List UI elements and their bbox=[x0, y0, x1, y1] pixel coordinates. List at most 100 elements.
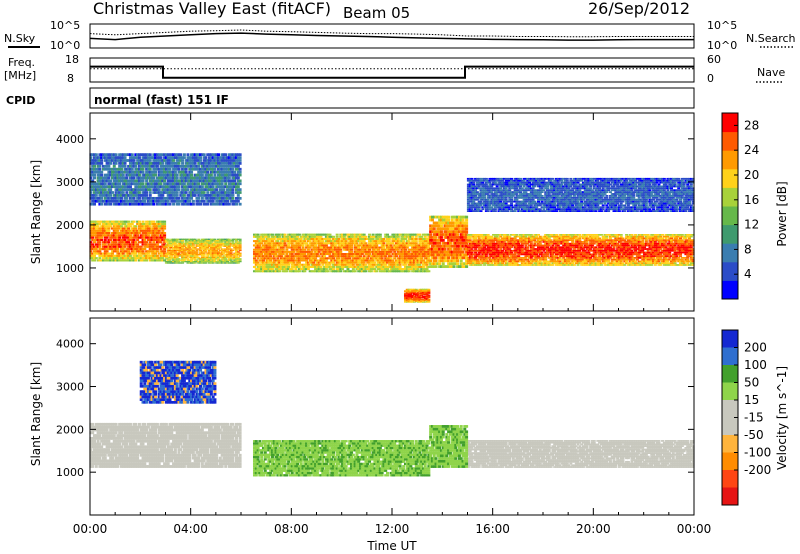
power-cell bbox=[227, 242, 231, 245]
power-cell bbox=[407, 270, 411, 273]
power-cell bbox=[161, 236, 165, 239]
power-cell bbox=[233, 179, 237, 183]
power-cell bbox=[89, 173, 93, 177]
power-cell bbox=[182, 194, 186, 197]
power-cell bbox=[145, 229, 149, 232]
power-cell bbox=[141, 250, 145, 253]
power-cell bbox=[92, 238, 96, 241]
power-cell bbox=[218, 249, 222, 252]
power-cell bbox=[184, 242, 188, 245]
power-cell bbox=[100, 185, 104, 189]
power-cell bbox=[127, 238, 131, 241]
power-cell bbox=[368, 253, 372, 256]
power-cell bbox=[96, 234, 100, 237]
power-cell bbox=[213, 167, 217, 171]
power-cell bbox=[213, 241, 217, 243]
power-cell bbox=[172, 251, 176, 253]
power-cell bbox=[211, 240, 215, 242]
power-cell bbox=[173, 260, 177, 263]
power-cell bbox=[134, 254, 138, 257]
frequency-label: Freq. bbox=[8, 56, 35, 69]
power-cell bbox=[226, 262, 230, 264]
power-cell bbox=[371, 265, 375, 268]
power-cell bbox=[125, 199, 129, 203]
power-cell bbox=[98, 194, 102, 197]
power-cell bbox=[450, 218, 454, 222]
power-cell bbox=[96, 196, 100, 200]
power-cell bbox=[186, 260, 190, 263]
power-cell bbox=[461, 250, 465, 254]
power-cell bbox=[200, 248, 204, 250]
power-cell bbox=[101, 245, 105, 248]
power-cell bbox=[132, 252, 136, 255]
power-cell bbox=[157, 232, 161, 235]
power-cell bbox=[112, 170, 116, 174]
power-cell bbox=[209, 247, 213, 249]
power-cell bbox=[382, 242, 386, 245]
power-cell bbox=[220, 240, 224, 242]
power-cell bbox=[103, 225, 107, 228]
power-cell bbox=[112, 247, 116, 251]
power-cell bbox=[94, 167, 98, 171]
power-cell bbox=[332, 235, 336, 238]
power-cell bbox=[166, 258, 170, 260]
power-cell bbox=[209, 242, 213, 245]
power-cell bbox=[459, 259, 463, 263]
power-cell bbox=[105, 164, 109, 168]
power-cell bbox=[92, 220, 96, 223]
power-cell bbox=[89, 234, 93, 237]
power-cell bbox=[238, 170, 242, 174]
power-cell bbox=[114, 250, 118, 253]
power-cell bbox=[172, 260, 176, 263]
power-cell bbox=[177, 260, 181, 263]
power-cell bbox=[132, 247, 136, 251]
power-cell bbox=[218, 242, 222, 245]
power-cell bbox=[166, 242, 170, 245]
power-cell bbox=[321, 263, 325, 266]
power-cell bbox=[164, 247, 168, 249]
power-cell bbox=[123, 222, 127, 226]
power-cell bbox=[200, 173, 204, 177]
power-cell bbox=[308, 246, 312, 249]
power-cell bbox=[283, 242, 287, 245]
power-cell bbox=[116, 250, 120, 253]
power-cell bbox=[107, 167, 111, 171]
power-heatmap bbox=[89, 153, 695, 303]
power-cell bbox=[211, 244, 215, 246]
power-cell bbox=[499, 235, 503, 238]
power-cell bbox=[112, 241, 116, 244]
power-cell bbox=[200, 244, 204, 246]
power-cell bbox=[191, 202, 195, 206]
power-cell bbox=[191, 245, 195, 247]
power-cell bbox=[118, 179, 122, 183]
power-cell bbox=[141, 227, 145, 230]
power-cell bbox=[215, 244, 219, 246]
power-cell bbox=[130, 238, 134, 241]
power-cell bbox=[420, 257, 424, 260]
power-cell bbox=[123, 185, 127, 189]
power-cell bbox=[222, 248, 226, 250]
power-cell bbox=[109, 167, 113, 171]
power-cell bbox=[193, 260, 197, 263]
power-cell bbox=[209, 244, 213, 246]
power-cell bbox=[213, 249, 217, 252]
power-cell bbox=[168, 242, 172, 245]
power-cell bbox=[110, 250, 114, 253]
power-cell bbox=[134, 250, 138, 253]
power-cell bbox=[297, 270, 301, 273]
power-cell bbox=[98, 232, 102, 235]
power-cell bbox=[134, 259, 138, 262]
power-cell bbox=[125, 236, 129, 239]
power-cell bbox=[233, 242, 237, 245]
power-cell bbox=[380, 257, 384, 260]
power-cell bbox=[202, 153, 206, 157]
power-cell bbox=[163, 238, 167, 241]
power-cell bbox=[204, 260, 208, 263]
power-cell bbox=[118, 176, 122, 180]
power-cell bbox=[164, 241, 168, 243]
power-cell bbox=[177, 242, 181, 245]
power-cell bbox=[91, 167, 95, 171]
power-cell bbox=[332, 265, 336, 268]
power-cell bbox=[294, 268, 298, 271]
power-cell bbox=[139, 236, 143, 239]
